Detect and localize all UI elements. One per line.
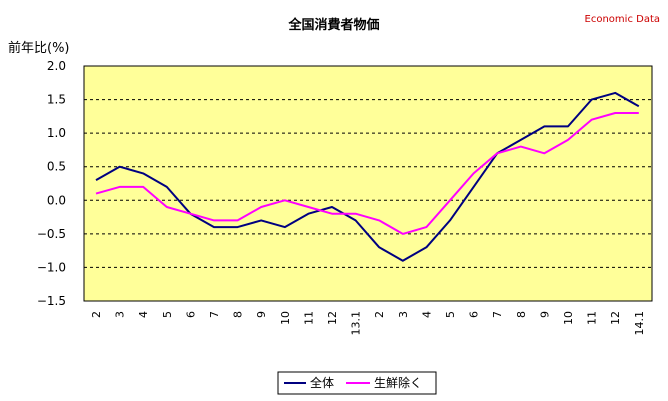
- x-tick-label: 6: [184, 311, 197, 318]
- plot-area: [83, 65, 653, 302]
- x-tick-label: 3: [397, 311, 410, 318]
- x-tick-label: 5: [444, 311, 457, 318]
- x-tick-label: 12: [609, 311, 622, 325]
- legend-label-core: 生鮮除く: [374, 375, 422, 390]
- x-tick-label: 2: [90, 311, 103, 318]
- series-line-core: [95, 112, 639, 235]
- y-tick-label: 1.0: [47, 126, 66, 140]
- x-tick-label: 10: [562, 311, 575, 325]
- x-tick-label: 4: [420, 311, 433, 318]
- x-tick-label: 7: [491, 311, 504, 318]
- y-tick-label: 1.5: [47, 93, 66, 107]
- x-tick-label: 13.1: [350, 311, 363, 336]
- y-tick-label: −0.5: [37, 227, 66, 241]
- x-tick-label: 11: [302, 311, 315, 325]
- x-tick-label: 8: [232, 311, 245, 318]
- y-tick-label: 2.0: [47, 59, 66, 73]
- y-tick-label: 0.5: [47, 160, 66, 174]
- x-axis-ticks: 2 3 4 5 6 7 8 9 10 11 12 13.1 2 3 4 5 6 7 8 9 10 11 12 14.1: [90, 311, 646, 336]
- x-tick-label: 8: [515, 311, 528, 318]
- legend-label-total: 全体: [310, 375, 334, 390]
- x-tick-label: 14.1: [633, 311, 646, 336]
- x-tick-label: 5: [161, 311, 174, 318]
- x-tick-label: 7: [208, 311, 221, 318]
- chart-title: 全国消費者物価: [287, 17, 379, 33]
- y-tick-label: −1.5: [37, 294, 66, 308]
- y-axis-ticks: 2.0 1.5 1.0 0.5 0.0 −0.5 −1.0 −1.5: [37, 59, 66, 308]
- x-tick-label: 6: [468, 311, 481, 318]
- x-tick-label: 11: [586, 311, 599, 325]
- x-tick-label: 3: [114, 311, 127, 318]
- series-line-total: [95, 91, 640, 262]
- series-lines: [95, 91, 640, 262]
- y-axis-title: 前年比(%): [8, 40, 70, 56]
- x-tick-label: 2: [373, 311, 386, 318]
- x-tick-label: 4: [137, 311, 150, 318]
- source-label: Economic Data: [585, 14, 660, 25]
- x-tick-label: 12: [326, 311, 339, 325]
- x-tick-label: 9: [255, 311, 268, 318]
- y-tick-label: 0.0: [47, 193, 66, 207]
- x-tick-label: 10: [279, 311, 292, 325]
- x-tick-label: 9: [538, 311, 551, 318]
- y-tick-label: −1.0: [37, 260, 66, 274]
